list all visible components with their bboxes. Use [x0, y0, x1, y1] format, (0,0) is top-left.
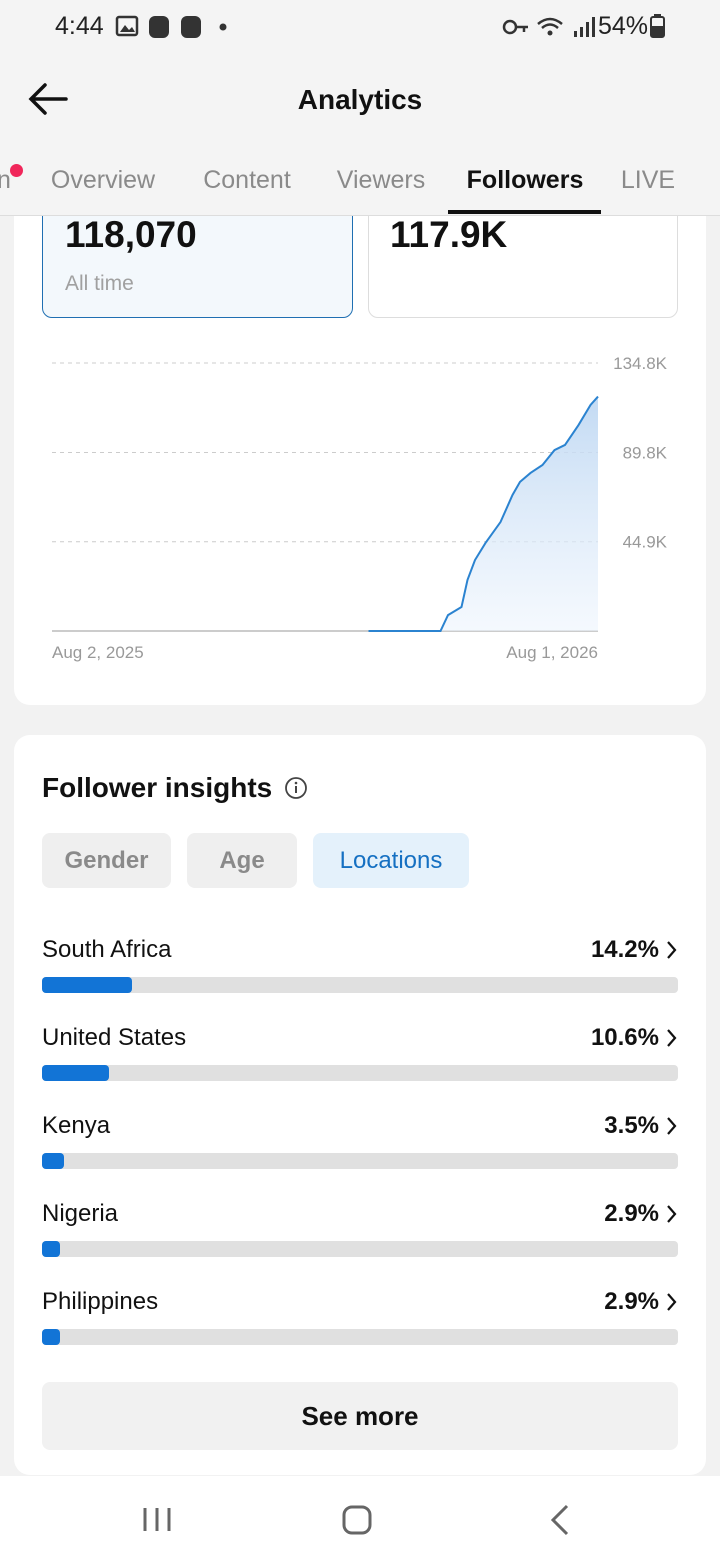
filter-chip[interactable]: Gender [42, 833, 171, 888]
chevron-path [667, 1029, 677, 1047]
status-battery: 54% [598, 12, 649, 40]
bar-track [42, 1329, 678, 1345]
section-title: Follower insights [42, 772, 273, 803]
filter-chip[interactable]: Age [187, 833, 297, 888]
x-tick-label: Aug 2, 2025 [52, 643, 144, 662]
nav-icons [143, 1504, 569, 1536]
tab[interactable]: LIVE [620, 166, 676, 194]
see-more-button[interactable]: See more [42, 1382, 678, 1450]
y-tick-label: 134.8K [613, 354, 668, 373]
location-name: Philippines [42, 1288, 159, 1315]
status-icons [115, 15, 227, 38]
battery-icon [650, 14, 665, 38]
chevron-path [667, 941, 677, 959]
chevron-path [667, 1293, 677, 1311]
bar-track [42, 1065, 678, 1081]
location-name: United States [42, 1024, 187, 1051]
bar [42, 1065, 110, 1081]
location-percent: 2.9% [604, 1200, 659, 1227]
filter-chip[interactable]: Locations [313, 833, 469, 888]
location-name: Kenya [42, 1112, 111, 1139]
bar-track [42, 1241, 678, 1257]
y-tick-label: 89.8K [623, 443, 668, 462]
location-name: South Africa [42, 936, 172, 963]
chevron[interactable] [666, 1028, 678, 1048]
line-area [368, 396, 598, 631]
chevron-path [667, 1205, 677, 1223]
stat-value: 118,070 [65, 214, 197, 255]
nav-bar [0, 1476, 720, 1560]
line-chart: 44.9K 89.8K 134.8K Aug 2, 2025 Aug 1, 2026 [52, 354, 668, 662]
location-name: Nigeria [42, 1200, 119, 1227]
data-line [368, 395, 599, 632]
bar [42, 977, 133, 993]
page-title: Analytics [297, 84, 423, 115]
tab[interactable]: Overview [50, 166, 156, 194]
chevron-path [667, 1117, 677, 1135]
bar [42, 1329, 61, 1345]
bar-track [42, 1153, 678, 1169]
location-percent: 2.9% [604, 1288, 659, 1315]
bar-track [42, 977, 678, 993]
tab[interactable]: Content [203, 166, 291, 194]
tab-underline [448, 210, 601, 214]
tab[interactable]: Viewers [336, 166, 426, 194]
header: 4:44 54% Analytics n Overview Content Vi… [0, 0, 720, 216]
notification-dot [10, 164, 23, 177]
back-button[interactable] [28, 82, 70, 116]
bar [42, 1153, 65, 1169]
chevron[interactable] [666, 1292, 678, 1312]
chevron[interactable] [666, 1116, 678, 1136]
status-icons [502, 17, 595, 37]
stat-value: 117.9K [390, 214, 508, 255]
y-tick-label: 44.9K [623, 533, 668, 552]
stat-label: All time [65, 272, 134, 295]
location-percent: 3.5% [604, 1112, 659, 1139]
location-percent: 14.2% [590, 936, 659, 963]
location-percent: 10.6% [590, 1024, 659, 1051]
chevron[interactable] [666, 1204, 678, 1224]
bar [42, 1241, 61, 1257]
tab[interactable]: Followers [466, 166, 584, 194]
tab[interactable]: n [0, 166, 11, 194]
info-icon[interactable] [284, 776, 308, 800]
status-time: 4:44 [55, 12, 104, 40]
chevron[interactable] [666, 940, 678, 960]
x-tick-label: Aug 1, 2026 [506, 643, 598, 662]
